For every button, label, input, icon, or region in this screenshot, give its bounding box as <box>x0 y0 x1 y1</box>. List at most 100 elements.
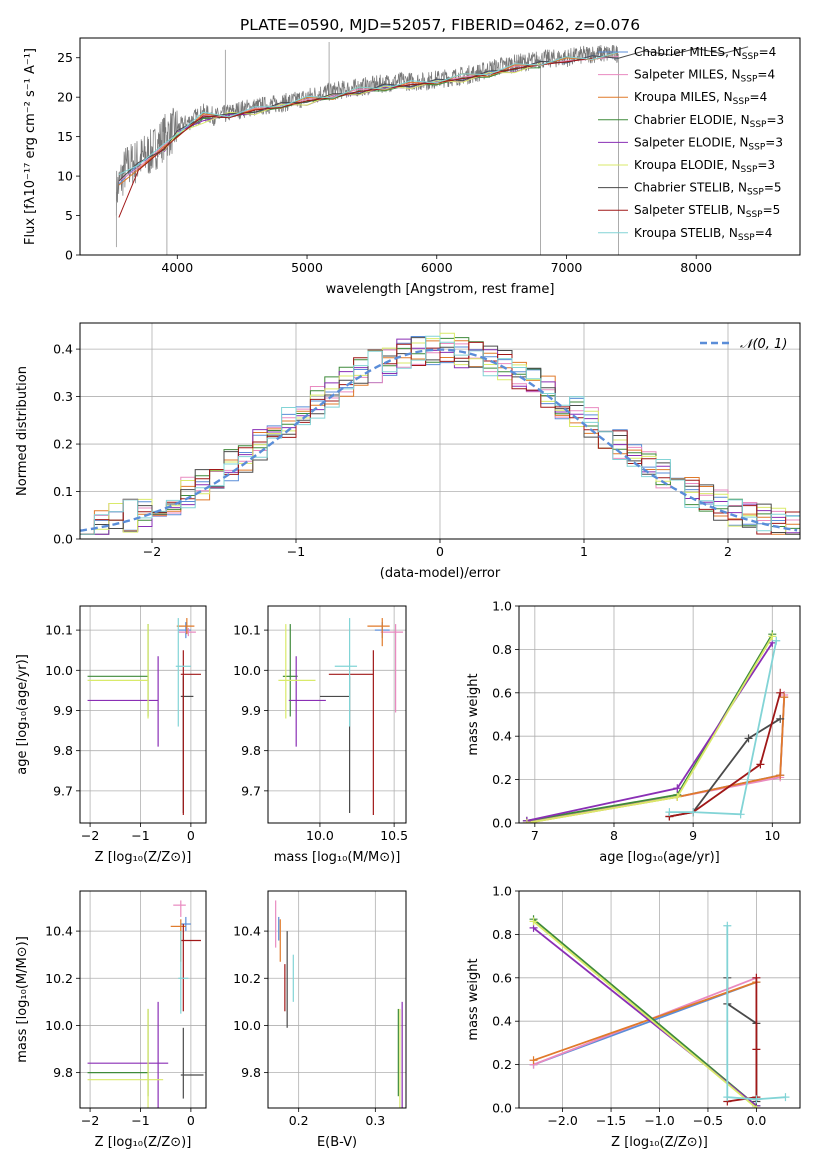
y-tick-label: 9.7 <box>53 783 73 798</box>
y-tick-label: 0.8 <box>492 927 512 942</box>
weight-marker <box>723 1093 732 1102</box>
y-tick-label: 0.2 <box>53 437 73 452</box>
x-tick-label: 0.3 <box>365 1113 385 1128</box>
legend-label: Chabrier ELODIE, NSSP=3 <box>634 113 784 130</box>
weight-marker <box>665 808 674 817</box>
y-tick-label: 0.4 <box>53 342 73 357</box>
y-tick-label: 9.9 <box>53 703 73 718</box>
y-tick-label: 1.0 <box>492 599 512 614</box>
weight-line-kroupa-elodie <box>522 632 777 823</box>
axes-frame <box>79 605 207 824</box>
x-axis-label: E(B-V) <box>317 1135 357 1150</box>
x-tick-label: −2 <box>81 828 99 843</box>
y-axis-label: mass weight <box>466 958 481 1040</box>
legend-label-text: Chabrier MILES, N <box>634 45 742 59</box>
weight-line-chabrier-stelib <box>665 714 785 821</box>
x-tick-label: 10.0 <box>306 828 334 843</box>
errorbar-salpeter-stelib <box>328 650 374 815</box>
y-tick-label: 9.8 <box>53 743 73 758</box>
errorbar-kroupa-miles <box>367 618 390 647</box>
y-tick-label: 0.3 <box>53 389 73 404</box>
x-axis-label: mass [log₁₀(M/M⊙)] <box>274 850 401 865</box>
legend-label: Kroupa MILES, NSSP=4 <box>634 90 767 107</box>
weight-marker <box>673 792 682 801</box>
y-tick-label: 10.0 <box>45 1018 73 1033</box>
x-tick-label: −1 <box>131 828 149 843</box>
axes-frame <box>79 890 207 1109</box>
x-tick-label: 10 <box>764 828 780 843</box>
errorbar-kroupa-elodie <box>278 624 316 719</box>
weight-marker <box>736 810 745 819</box>
errorbar-kroupa-miles <box>176 618 195 635</box>
legend-label-sub: SSP <box>733 97 750 107</box>
x-tick-label: −0.5 <box>693 1113 723 1128</box>
x-tick-label: 5000 <box>291 260 323 275</box>
y-tick-label: 15 <box>57 129 73 144</box>
weight-marker <box>776 714 785 723</box>
x-axis-label: Z [log₁₀(Z/Z⊙)] <box>611 1135 708 1150</box>
legend-label-suffix: =3 <box>765 135 783 149</box>
x-tick-label: 7 <box>531 828 539 843</box>
x-tick-label: 4000 <box>161 260 193 275</box>
errorbar-chabrier-stelib <box>180 676 194 813</box>
axes-frame <box>267 605 407 824</box>
weight-marker <box>752 973 761 982</box>
legend-label-suffix: =5 <box>763 203 781 217</box>
weight-line <box>526 633 774 822</box>
x-tick-label: −2.0 <box>547 1113 577 1128</box>
panel-weight-vs-age: 7 8 9 10 0.0 0.2 0.4 0.6 0.8 1.0 age [log₁₀(age/yr… <box>466 599 801 865</box>
y-tick-label: 0 <box>65 248 73 263</box>
x-tick-label: 8000 <box>680 260 712 275</box>
y-tick-label: 10.2 <box>45 971 73 986</box>
weight-line <box>526 697 786 823</box>
legend-label-suffix: =3 <box>766 113 784 127</box>
weight-marker <box>744 734 753 743</box>
errorbar-kroupa-stelib <box>334 618 358 727</box>
data-spectrum-line <box>115 44 619 216</box>
panel-mass-vs-ebv: 0.2 0.3 9.8 10.0 10.2 10.4 E(B-V) <box>233 890 407 1150</box>
x-tick-label: 6000 <box>421 260 453 275</box>
axes-frame <box>79 37 801 256</box>
axes-frame <box>518 605 801 824</box>
y-tick-label: 9.8 <box>241 743 261 758</box>
y-tick-label: 5 <box>65 208 73 223</box>
legend-label-text: Salpeter STELIB, N <box>634 203 746 217</box>
y-tick-label: 0.0 <box>492 1101 512 1116</box>
y-tick-label: 0.6 <box>492 685 512 700</box>
weight-line <box>533 981 757 1062</box>
y-axis-label: Flux [fλ10⁻¹⁷ erg cm⁻² s⁻¹ A⁻¹] <box>23 48 38 245</box>
legend-label-text: Kroupa MILES, N <box>634 90 733 104</box>
y-tick-label: 10.1 <box>233 623 261 638</box>
x-tick-label: 0 <box>187 1113 195 1128</box>
plot-area <box>278 618 404 815</box>
weight-marker <box>756 760 765 769</box>
weight-marker <box>752 1045 761 1054</box>
model-line-salpeter-stelib <box>118 57 593 218</box>
legend-label-text: Kroupa ELODIE, N <box>634 158 741 172</box>
legend-label: Salpeter ELODIE, NSSP=3 <box>634 135 783 152</box>
y-axis-label: mass weight <box>466 673 481 755</box>
panel-spectrum: 4000 5000 6000 7000 8000 0 5 10 15 20 25 wavelength… <box>23 16 801 297</box>
x-tick-label: −2 <box>81 1113 99 1128</box>
x-tick-label: 10.5 <box>380 828 408 843</box>
errorbar-salpeter-elodie <box>87 1001 169 1108</box>
legend-label: Salpeter STELIB, NSSP=5 <box>634 203 780 220</box>
weight-line-chabrier-miles <box>522 693 789 823</box>
errorbar-kroupa-elodie <box>87 1008 164 1108</box>
x-tick-label: 0 <box>436 544 444 559</box>
weight-line-salpeter-miles <box>522 690 789 823</box>
x-tick-label: 2 <box>724 544 732 559</box>
plot-area <box>87 900 204 1108</box>
legend-label-suffix: =4 <box>750 90 768 104</box>
legend-label-sub: SSP <box>746 210 763 220</box>
weight-marker <box>768 632 777 641</box>
plot-area <box>529 915 790 1108</box>
x-axis-label: age [log₁₀(age/yr)] <box>599 850 720 865</box>
errorbar-salpeter-stelib <box>180 650 201 815</box>
model-line-chabrier-stelib <box>118 46 749 182</box>
x-tick-label: 8 <box>610 828 618 843</box>
legend-label-sub: SSP <box>750 120 767 130</box>
y-tick-label: 0.6 <box>492 970 512 985</box>
weight-marker <box>780 693 789 702</box>
panel-mass-vs-Z: −2 −1 0 9.8 10.0 10.2 10.4 Z [log₁₀(Z/Z⊙)] mass … <box>15 890 207 1150</box>
